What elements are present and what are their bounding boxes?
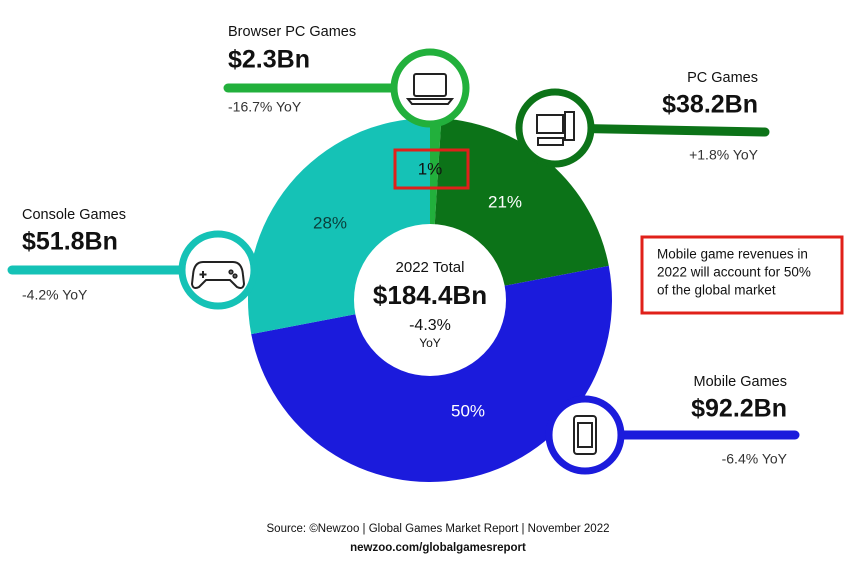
center-value: $184.4Bn <box>373 280 487 310</box>
icons <box>178 48 625 475</box>
yoy: -6.4% YoY <box>722 451 788 467</box>
annotation-box <box>640 235 844 315</box>
value-label: 50% <box>451 401 485 420</box>
icon-part <box>190 261 246 289</box>
value-label: 28% <box>313 213 347 232</box>
icon-part <box>537 137 564 146</box>
annotation-line: of the global market <box>657 283 776 298</box>
revenue: $51.8Bn <box>22 228 118 256</box>
icon-part <box>232 273 238 279</box>
revenue: $38.2Bn <box>662 91 758 119</box>
icon-ring <box>515 88 595 168</box>
source: Source: ©Newzoo | Global Games Market Re… <box>267 523 610 535</box>
icon-part <box>405 98 455 105</box>
icon-ring <box>178 230 258 310</box>
icon-ring <box>545 395 625 475</box>
highlight-box <box>393 148 470 190</box>
legend-label: Browser PC Games <box>228 24 356 40</box>
icon-part <box>228 269 234 275</box>
revenue: $2.3Bn <box>228 46 310 74</box>
annotation-line: Mobile game revenues in <box>657 247 808 262</box>
revenue: $92.2Bn <box>691 395 787 423</box>
yoy: -16.7% YoY <box>228 99 302 115</box>
yoy: +1.8% YoY <box>689 147 759 163</box>
icon-part <box>564 111 575 141</box>
icon-ring <box>390 48 470 128</box>
icon-part <box>413 73 447 97</box>
icon-part <box>573 415 597 455</box>
yoy: -4.2% YoY <box>22 287 88 303</box>
legend-label: PC Games <box>687 70 758 86</box>
center-change: -4.3% <box>409 317 451 334</box>
annotation-line: 2022 will account for 50% <box>657 265 811 280</box>
center-title: 2022 Total <box>396 259 465 276</box>
source-url: newzoo.com/globalgamesreport <box>350 542 526 554</box>
icon-part <box>536 114 564 134</box>
center-change-unit: YoY <box>419 336 441 350</box>
legend-label: Mobile Games <box>694 374 787 390</box>
value-label: 1% <box>418 159 443 178</box>
icon-part <box>577 422 593 448</box>
donut-hole <box>354 224 506 376</box>
icon-part <box>199 271 207 278</box>
value-label: 21% <box>488 192 522 211</box>
legend-label: Console Games <box>22 207 126 223</box>
